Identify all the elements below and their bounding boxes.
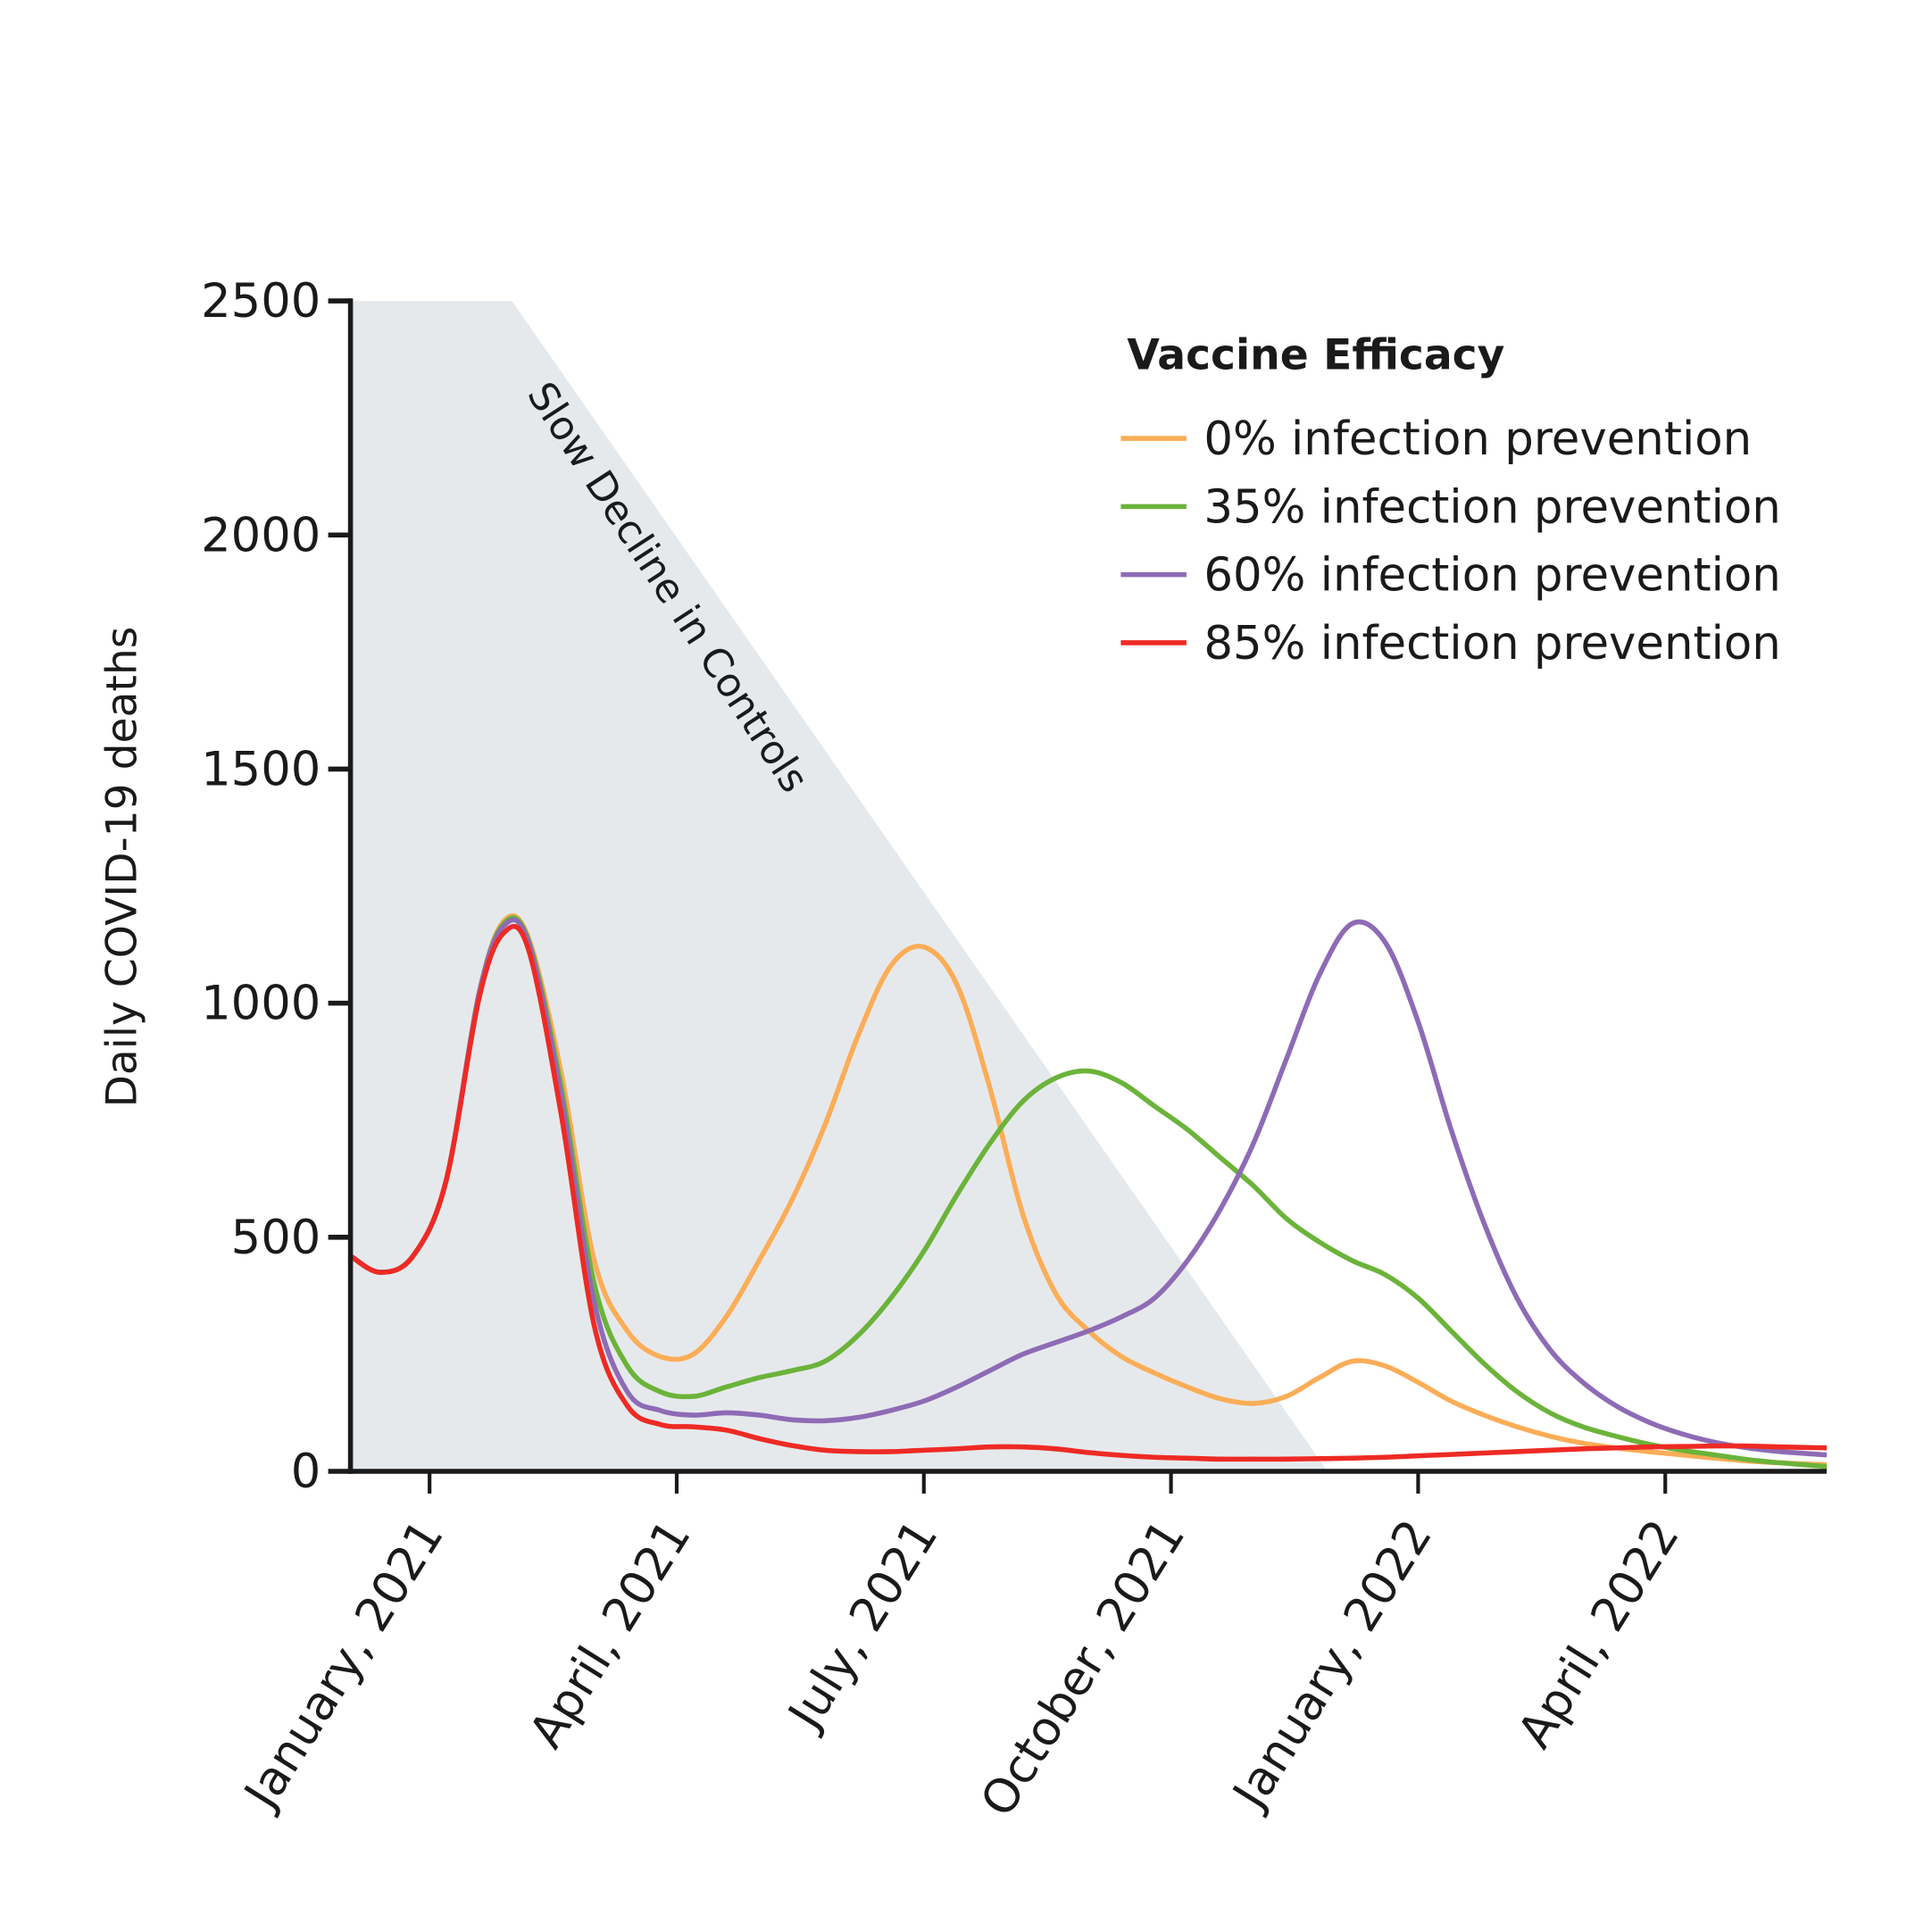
shaded-region-layer: [350, 301, 1328, 1471]
legend-title: Vaccine Efficacy: [1127, 330, 1504, 379]
x-tick-label: April, 2022: [1508, 1511, 1690, 1758]
y-tick-label: 2500: [201, 274, 321, 329]
x-tick-label: October, 2021: [970, 1511, 1195, 1826]
y-tick-label: 0: [291, 1445, 321, 1499]
x-tick-label: April, 2021: [519, 1511, 701, 1758]
legend-item-label: 60% infection prevention: [1203, 549, 1780, 603]
legend-item-label: 0% infection prevention: [1203, 412, 1752, 466]
y-ticks: 0 500 1000 1500 2000 2500: [201, 274, 351, 1499]
y-axis-label: Daily COVID-19 deaths: [98, 627, 147, 1108]
series-line-2: [349, 917, 1828, 1458]
legend: Vaccine Efficacy 0% infection prevention…: [1120, 330, 1781, 670]
legend-item-label: 35% infection prevention: [1203, 480, 1780, 534]
y-tick-label: 2000: [201, 508, 321, 562]
x-ticks: January, 2021 April, 2021 July, 2021 Octobe…: [233, 1470, 1690, 1826]
axes: [347, 298, 1828, 1474]
legend-item-label: 85% infection prevention: [1203, 617, 1780, 670]
y-tick-label: 500: [231, 1211, 321, 1265]
x-tick-label: January, 2022: [1221, 1511, 1443, 1820]
x-tick-label: January, 2021: [233, 1511, 454, 1820]
y-tick-label: 1500: [201, 742, 321, 796]
series-line-3: [349, 923, 1828, 1462]
x-tick-label: July, 2021: [777, 1511, 948, 1740]
shaded-region: [350, 301, 1328, 1471]
y-tick-label: 1000: [201, 977, 321, 1031]
series-layer: [349, 912, 1828, 1470]
